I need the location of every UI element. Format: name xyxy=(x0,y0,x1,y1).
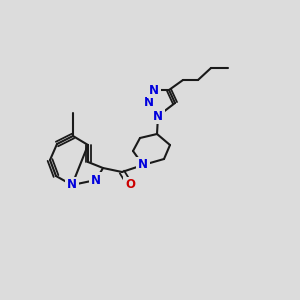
Text: N: N xyxy=(138,158,148,172)
Text: N: N xyxy=(67,178,77,191)
Text: N: N xyxy=(149,83,159,97)
Text: N: N xyxy=(91,173,101,187)
Text: N: N xyxy=(144,97,154,110)
Text: O: O xyxy=(125,178,135,191)
Text: N: N xyxy=(153,110,163,122)
